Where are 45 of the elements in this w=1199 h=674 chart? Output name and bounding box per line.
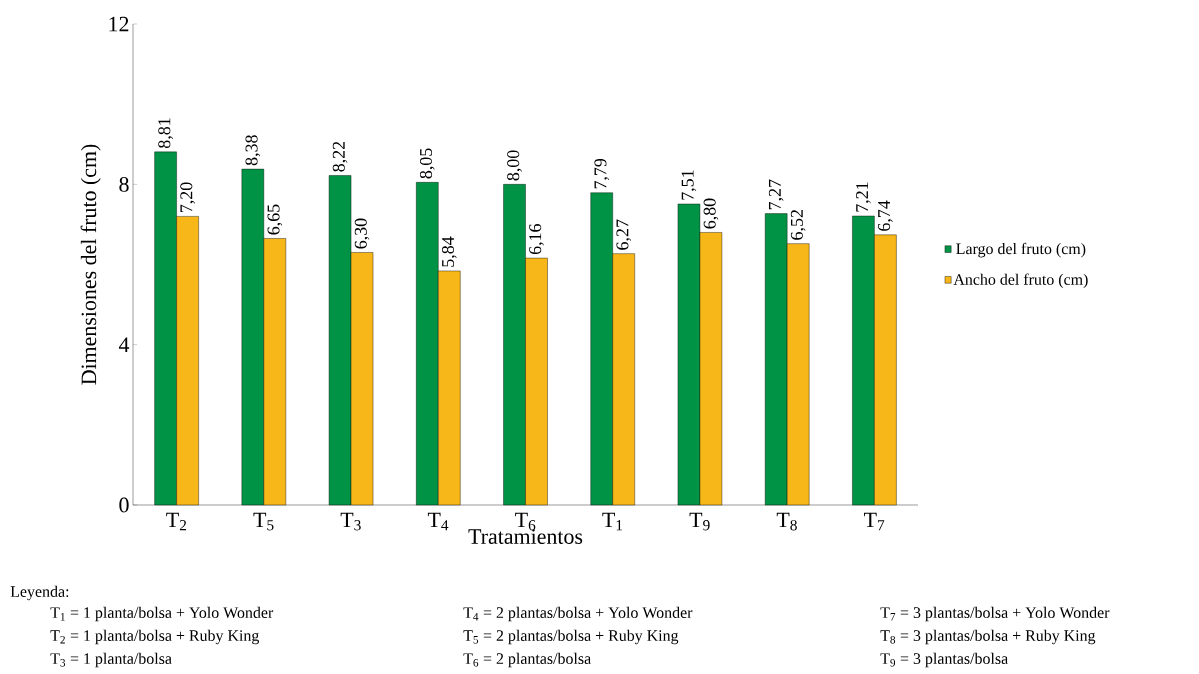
data-label: 7,20 [180, 182, 195, 213]
x-tick-label: T$_{1}$ [602, 512, 623, 531]
data-label: 6,30 [354, 218, 370, 249]
text: T$_{2}$ = 1 planta/bolsa + Ruby King [50, 629, 260, 645]
text: Leyenda: [10, 585, 69, 601]
y-tick-label: 4 [118, 337, 130, 352]
data-label: 6,80 [703, 198, 719, 229]
x-tick-label: T$_{3}$ [340, 512, 361, 531]
data-label: 7,51 [681, 170, 697, 200]
x-tick-label: T$_{4}$ [427, 512, 449, 531]
x-tick-label: T$_{2}$ [166, 512, 187, 531]
y-axis-title: Dimensiones del fruto (cm) [80, 144, 101, 385]
data-label: 8,81 [158, 118, 173, 148]
data-label: 5,84 [441, 236, 457, 267]
x-tick-label: T$_{7}$ [864, 512, 885, 531]
text: T$_{4}$ = 2 plantas/bolsa + Yolo Wonder [463, 606, 693, 622]
x-tick-label: T$_{5}$ [253, 512, 274, 531]
y-tick-label: 0 [119, 497, 129, 513]
data-label: 7,21 [856, 182, 871, 212]
data-label: 6,52 [790, 210, 806, 240]
text: T$_{1}$ = 1 planta/bolsa + Yolo Wonder [50, 606, 274, 622]
y-tick-label: 12 [109, 16, 129, 32]
data-label: 8,38 [245, 135, 261, 166]
legend-label: Ancho del fruto (cm) [953, 273, 1088, 289]
x-tick-label: T$_{6}$ [515, 512, 536, 531]
data-label: 7,79 [594, 158, 610, 189]
data-label: 7,27 [768, 179, 784, 210]
y-tick-label: 8 [119, 176, 129, 192]
data-label: 8,00 [507, 150, 522, 181]
text: T$_{7}$ = 3 plantas/bolsa + Yolo Wonder [880, 606, 1110, 622]
data-label: 8,05 [419, 148, 435, 179]
data-label: 6,74 [878, 200, 893, 231]
text: T$_{3}$ = 1 planta/bolsa [50, 652, 172, 668]
x-axis-title: Tratamientos [468, 529, 583, 544]
data-label: 8,22 [332, 141, 348, 172]
data-label: 6,16 [529, 224, 544, 255]
text: T$_{5}$ = 2 plantas/bolsa + Ruby King [463, 629, 679, 645]
legend-label: Largo del fruto (cm) [956, 242, 1086, 258]
x-tick-label: T$_{9}$ [689, 512, 710, 531]
text: T$_{8}$ = 3 plantas/bolsa + Ruby King [880, 629, 1096, 645]
data-label: 6,27 [616, 219, 632, 250]
x-tick-label: T$_{8}$ [776, 512, 797, 531]
text: T$_{9}$ = 3 plantas/bolsa [880, 652, 1008, 668]
data-label: 6,65 [267, 204, 283, 235]
text: T$_{6}$ = 2 plantas/bolsa [463, 652, 591, 668]
